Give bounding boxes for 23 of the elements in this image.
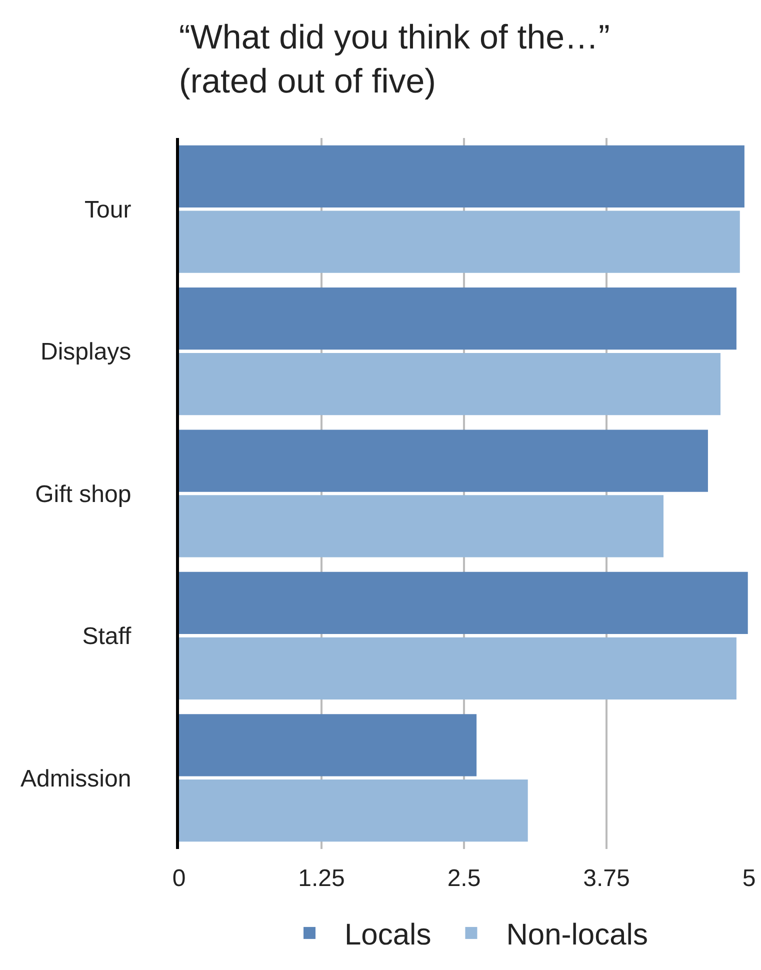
bar bbox=[179, 637, 736, 700]
legend-label: Non-locals bbox=[506, 918, 648, 952]
y-tick-label: Staff bbox=[82, 623, 132, 650]
bar bbox=[179, 145, 744, 208]
bar bbox=[179, 430, 708, 492]
chart-title: “What did you think of the…” (rated out of five) bbox=[179, 18, 610, 101]
y-tick-label: Admission bbox=[20, 765, 132, 792]
x-tick-label: 1.25 bbox=[298, 865, 345, 892]
bar bbox=[179, 352, 720, 416]
legend-label: Locals bbox=[344, 918, 432, 952]
bar bbox=[179, 288, 736, 350]
x-tick-label: 3.75 bbox=[583, 865, 630, 892]
y-tick-label: Displays bbox=[40, 338, 132, 366]
bar bbox=[179, 714, 477, 776]
x-tick-label: 0 bbox=[172, 865, 186, 892]
x-tick-label: 2.5 bbox=[447, 865, 481, 892]
y-tick-label: Gift shop bbox=[35, 480, 132, 508]
x-tick-label: 5 bbox=[742, 865, 756, 892]
y-tick-label: Tour bbox=[84, 196, 132, 224]
bar bbox=[179, 210, 740, 273]
bar bbox=[179, 495, 664, 558]
bar bbox=[179, 572, 748, 634]
bar bbox=[179, 780, 528, 842]
